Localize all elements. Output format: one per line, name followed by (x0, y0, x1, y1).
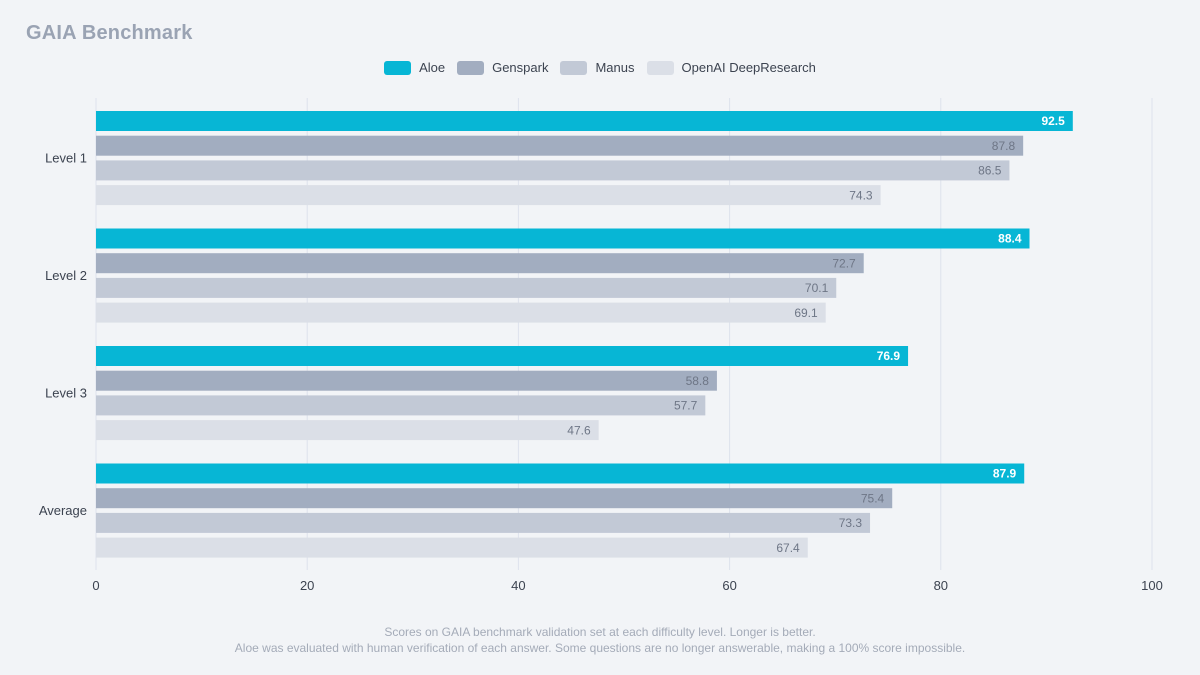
legend-label-aloe: Aloe (419, 60, 446, 75)
legend-swatch-manus (560, 60, 588, 75)
data-label-manus-level-2: 70.1 (805, 281, 829, 295)
legend-swatch-openai-deepresearch (646, 60, 674, 75)
bar-manus-average (96, 512, 871, 533)
legend-swatch-aloe (384, 60, 412, 75)
x-tick-label-0: 0 (92, 578, 99, 593)
x-tick-label-40: 40 (511, 578, 525, 593)
legend-swatch-genspark (457, 60, 485, 75)
data-label-openai-deepresearch-level-1: 74.3 (849, 188, 873, 202)
bar-manus-level-3 (96, 395, 706, 416)
data-label-genspark-level-2: 72.7 (832, 256, 856, 270)
bar-aloe-level-1 (96, 111, 1073, 131)
chart-title: GAIA Benchmark (26, 22, 193, 44)
bar-aloe-level-2 (96, 228, 1030, 249)
bar-manus-level-1 (96, 160, 1010, 181)
bar-openai-deepresearch-level-2 (96, 302, 826, 323)
category-label-average: Average (39, 503, 87, 518)
data-label-aloe-level-3: 76.9 (877, 349, 901, 363)
data-label-manus-level-3: 57.7 (674, 399, 698, 413)
bar-aloe-level-3 (96, 346, 909, 366)
data-label-openai-deepresearch-average: 67.4 (776, 541, 800, 555)
bar-genspark-level-2 (96, 253, 864, 274)
data-label-genspark-average: 75.4 (861, 491, 885, 505)
bar-genspark-level-1 (96, 135, 1024, 156)
x-tick-label-80: 80 (934, 578, 948, 593)
data-label-openai-deepresearch-level-3: 47.6 (567, 423, 591, 437)
bar-openai-deepresearch-average (96, 537, 808, 558)
category-label-level-1: Level 1 (45, 151, 87, 166)
data-label-manus-level-1: 86.5 (978, 164, 1002, 178)
legend-label-manus: Manus (595, 60, 635, 75)
legend-label-openai-deepresearch: OpenAI DeepResearch (681, 60, 816, 75)
x-tick-label-100: 100 (1141, 578, 1163, 593)
bar-manus-level-2 (96, 277, 837, 298)
footnote-line-2: Aloe was evaluated with human verificati… (234, 641, 966, 655)
x-tick-label-20: 20 (300, 578, 314, 593)
legend-item-genspark[interactable]: Genspark (457, 60, 548, 75)
data-label-aloe-level-2: 88.4 (998, 232, 1022, 246)
bar-openai-deepresearch-level-1 (96, 185, 881, 206)
data-label-genspark-level-1: 87.8 (992, 139, 1016, 153)
legend-item-manus[interactable]: Manus (560, 60, 635, 75)
data-label-aloe-level-1: 92.5 (1041, 114, 1065, 128)
footnote-line-1: Scores on GAIA benchmark validation set … (384, 625, 816, 639)
category-label-level-2: Level 2 (45, 268, 87, 283)
data-label-openai-deepresearch-level-2: 69.1 (794, 306, 818, 320)
bar-genspark-level-3 (96, 370, 717, 391)
legend-item-openai-deepresearch[interactable]: OpenAI DeepResearch (646, 60, 816, 75)
legend: Aloe Genspark Manus OpenAI DeepResearch (0, 60, 1200, 75)
data-label-genspark-level-3: 58.8 (686, 374, 710, 388)
data-label-aloe-average: 87.9 (993, 467, 1017, 481)
x-tick-label-60: 60 (722, 578, 736, 593)
data-label-manus-average: 73.3 (839, 516, 863, 530)
category-label-level-3: Level 3 (45, 386, 87, 401)
bar-aloe-average (96, 463, 1025, 484)
bar-openai-deepresearch-level-3 (96, 420, 599, 441)
legend-label-genspark: Genspark (492, 60, 549, 75)
bar-genspark-average (96, 488, 893, 509)
legend-item-aloe[interactable]: Aloe (384, 60, 445, 75)
